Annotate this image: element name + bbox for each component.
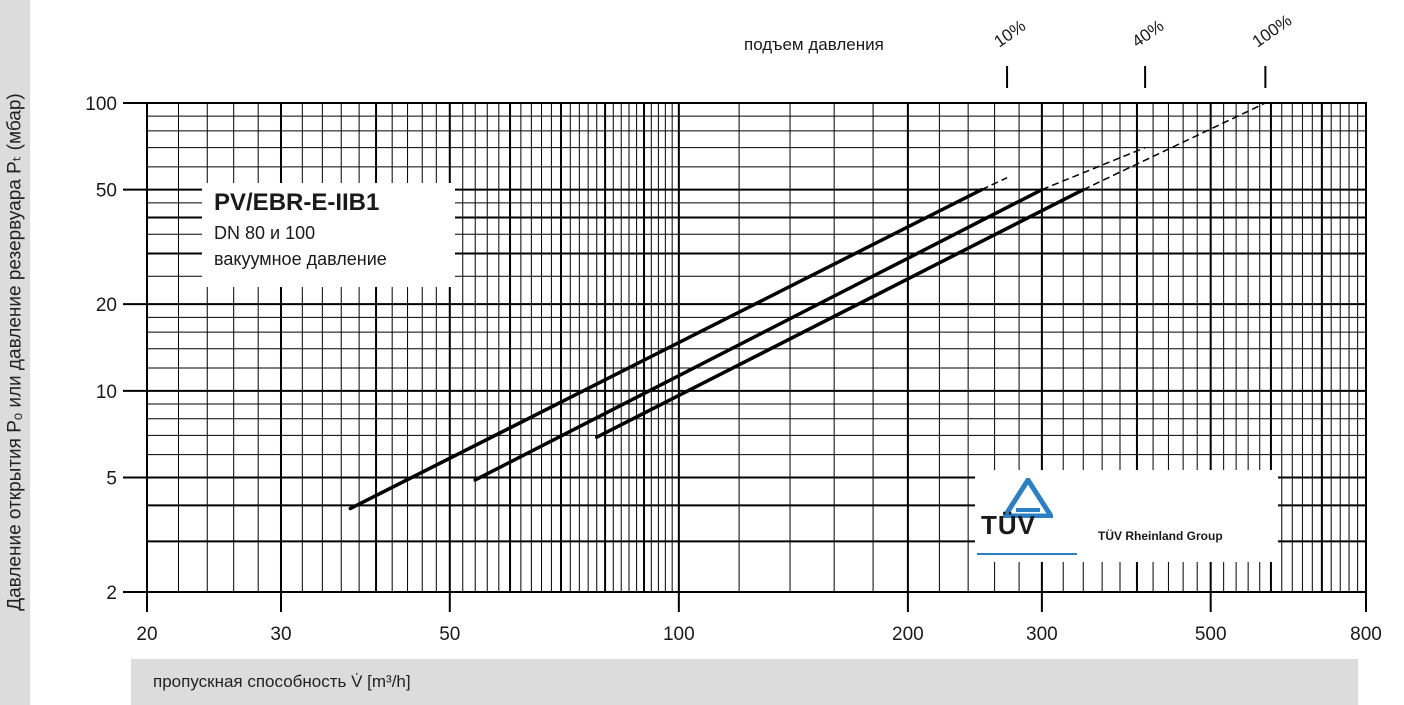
tuv-logo-box: TÜV TÜV Rheinland Group (975, 470, 1278, 562)
y-axis-label-band: Давление открытия Pₒ или давление резерв… (0, 0, 30, 705)
tuv-underline (977, 553, 1077, 555)
x-tick-label: 300 (1026, 624, 1058, 645)
y-tick-label: 2 (106, 583, 117, 604)
pressure-rise-percent: 10% (990, 16, 1029, 51)
series-line-2 (473, 187, 1044, 482)
series-line-1 (348, 187, 984, 511)
series-dashed-3 (1082, 102, 1266, 191)
series-dashed-1 (981, 177, 1008, 191)
y-tick-label: 100 (85, 94, 117, 115)
series-lines (348, 102, 1266, 511)
axes: 20 30 50 100 200 300 500 800 2 5 10 20 50 100 (85, 94, 1382, 645)
tuv-word: TÜV (981, 510, 1036, 540)
pressure-rise-markers: 10% 40% 100% (990, 11, 1295, 88)
y-tick-label: 50 (96, 181, 117, 202)
y-tick-label: 20 (96, 295, 117, 316)
x-axis-label-band: пропускная способность V̇ [m³/h] (131, 659, 1358, 705)
x-tick-label: 200 (892, 624, 924, 645)
x-tick-label: 100 (663, 624, 695, 645)
tuv-group-name: TÜV Rheinland Group (1098, 529, 1223, 543)
series-line-3 (594, 187, 1085, 439)
x-tick-label: 50 (439, 624, 460, 645)
tuv-triangle-icon (1003, 478, 1053, 518)
x-tick-label: 800 (1350, 624, 1382, 645)
model-title: PV/EBR-E-IIB1 (214, 189, 380, 216)
x-tick-label: 20 (136, 624, 157, 645)
model-dn: DN 80 и 100 (214, 223, 316, 243)
x-tick-label: 30 (270, 624, 291, 645)
model-description: вакуумное давление (214, 249, 387, 269)
x-tick-label: 500 (1195, 624, 1227, 645)
pressure-rise-percent: 40% (1129, 16, 1168, 51)
plot-frame (146, 102, 1367, 593)
series-dashed-2 (1041, 146, 1146, 191)
pressure-rise-label: подъем давления (744, 35, 884, 54)
y-tick-label: 5 (106, 468, 117, 489)
y-tick-label: 10 (96, 382, 117, 403)
x-axis-label: пропускная способность V̇ [m³/h] (153, 672, 411, 691)
pressure-rise-percent: 100% (1249, 11, 1296, 52)
model-annotation-box: PV/EBR-E-IIB1 DN 80 и 100 вакуумное давл… (202, 183, 455, 287)
